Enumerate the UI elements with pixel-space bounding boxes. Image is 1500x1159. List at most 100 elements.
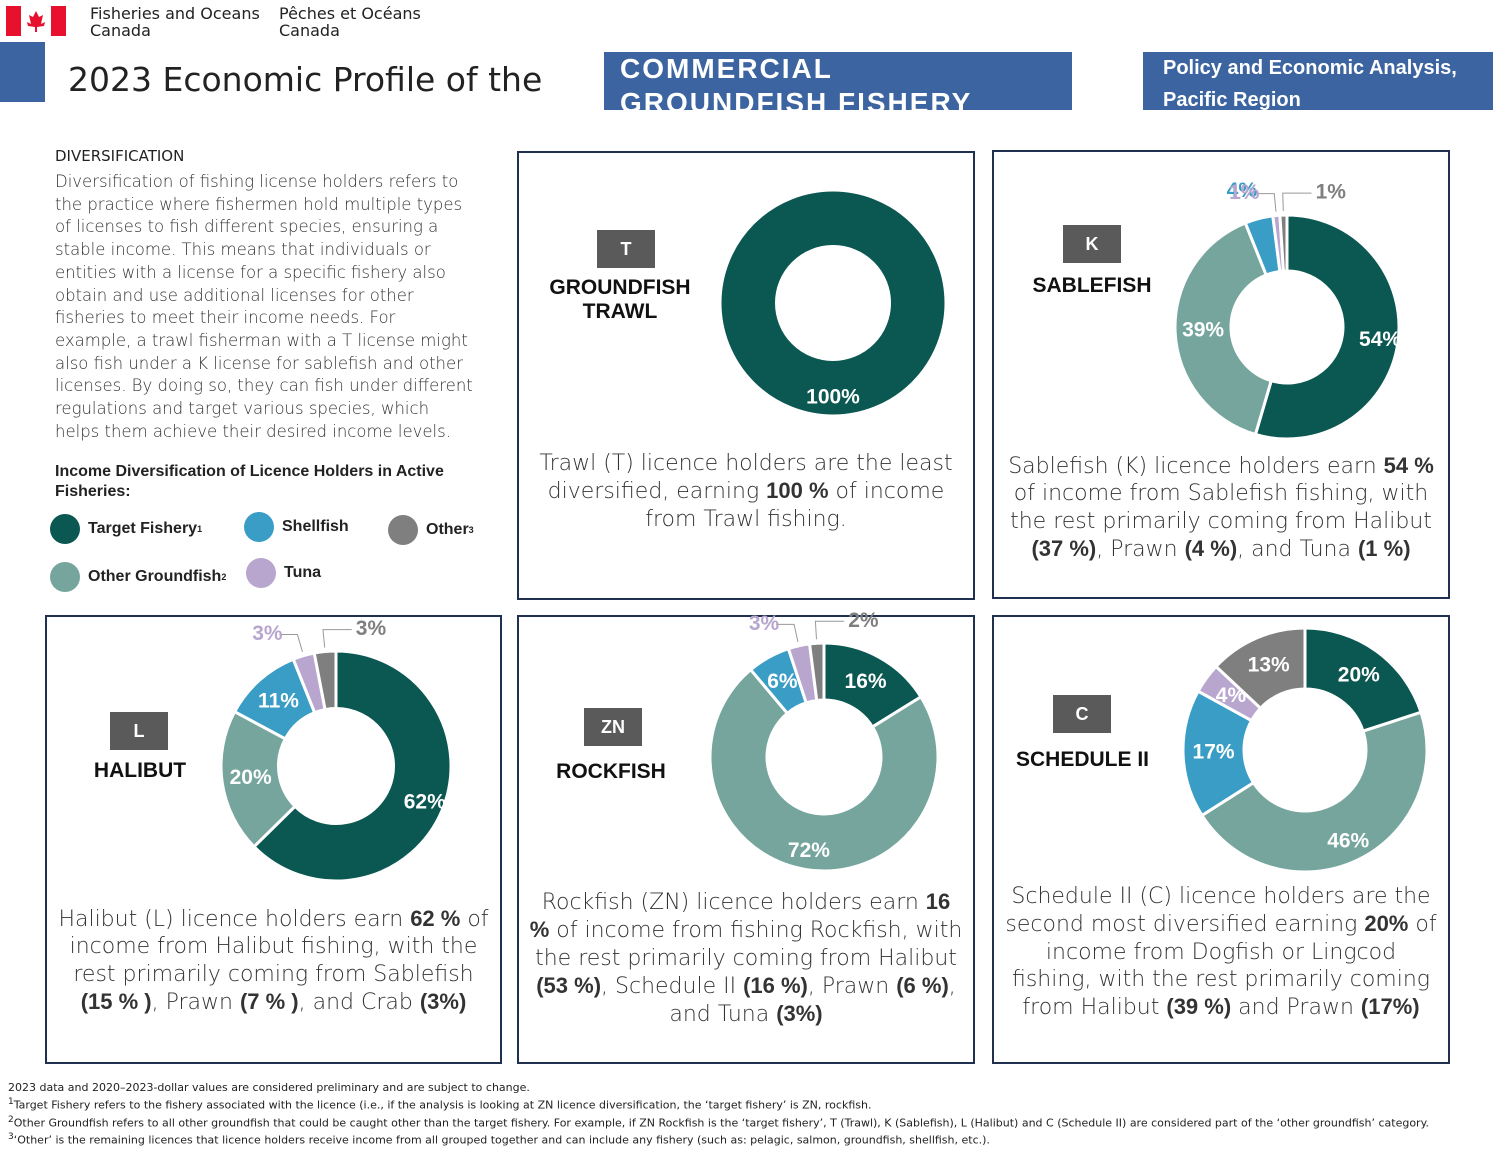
caption-part: , Schedule II bbox=[601, 973, 744, 999]
banner-text: COMMERCIAL GROUNDFISH FISHERY bbox=[620, 53, 973, 110]
caption-part: Sablefish (K) licence holders earn bbox=[1008, 454, 1384, 479]
footnote: 1Target Fishery refers to the fishery as… bbox=[8, 1095, 1488, 1113]
donut-slice bbox=[1173, 221, 1274, 437]
footnote: 2023 data and 2020–2023-dollar values ar… bbox=[8, 1080, 1488, 1095]
legend-swatch bbox=[244, 512, 274, 542]
value-label: 13% bbox=[1248, 654, 1290, 677]
caption-part: (1 %) bbox=[1357, 535, 1411, 561]
region-text: Policy and Economic Analysis, Pacific Re… bbox=[1163, 57, 1457, 110]
legend-item: Other 3 bbox=[388, 515, 474, 545]
footnote: 3‘Other’ is the remaining licences that … bbox=[8, 1130, 1488, 1148]
leader-line bbox=[776, 623, 799, 643]
dept-en: Fisheries and Oceans Canada bbox=[90, 5, 260, 39]
caption-part: (39 %) bbox=[1166, 994, 1232, 1020]
footnote-text: Other Groundfish refers to all other gro… bbox=[13, 1116, 1430, 1130]
value-label: 3% bbox=[749, 612, 780, 635]
legend-label: Other bbox=[426, 521, 469, 538]
leader-line bbox=[322, 629, 352, 648]
dept-fr: Pêches et Océans Canada bbox=[279, 5, 421, 39]
value-label: 11% bbox=[258, 689, 299, 712]
intro-heading: DIVERSIFICATION bbox=[55, 147, 185, 165]
value-label: 100% bbox=[806, 385, 860, 408]
donut-slice bbox=[1213, 626, 1307, 711]
value-label: 39% bbox=[1182, 319, 1224, 342]
legend-label: Other Groundfish bbox=[88, 568, 222, 585]
donut-slice bbox=[708, 667, 940, 873]
fishery-title: ROCKFISH bbox=[556, 760, 666, 783]
donut-slice bbox=[1278, 213, 1289, 273]
region-box: Policy and Economic Analysis, Pacific Re… bbox=[1143, 52, 1493, 110]
caption: Trawl (T) licence holders are the least … bbox=[529, 450, 963, 533]
leader-line bbox=[279, 634, 303, 652]
footnote-mark: 2 bbox=[8, 1114, 14, 1125]
caption-part: , Prawn bbox=[151, 989, 240, 1015]
caption-part: , and Crab bbox=[298, 989, 420, 1015]
donut-slice bbox=[312, 649, 338, 712]
value-label: 20% bbox=[1338, 664, 1380, 687]
legend-item: Tuna bbox=[246, 558, 321, 588]
value-label: 4% bbox=[1227, 179, 1258, 202]
panel: Trawl (T) licence holders are the least … bbox=[517, 151, 975, 600]
fishery-title: GROUNDFISH TRAWL bbox=[549, 276, 691, 323]
caption-part: (16 %) bbox=[743, 972, 808, 998]
leader-line bbox=[1256, 193, 1277, 212]
legend-swatch bbox=[246, 558, 276, 588]
blue-block bbox=[0, 42, 45, 102]
value-label: 2% bbox=[848, 609, 879, 632]
caption-part: (37 %) bbox=[1031, 535, 1097, 561]
caption-part: of income from fishing Rockfish, with th… bbox=[535, 918, 963, 971]
legend-label: Target Fishery bbox=[88, 520, 198, 537]
value-label: 6% bbox=[767, 670, 798, 693]
caption-part: (53 %) bbox=[536, 972, 602, 998]
fishery-code: T bbox=[597, 230, 655, 268]
caption-part: Halibut (L) licence holders earn bbox=[58, 907, 411, 932]
caption-part: Trawl (T) licence holders are the least … bbox=[539, 451, 953, 505]
legend-item: Target Fishery 1 bbox=[50, 514, 202, 544]
caption-part: 100 % bbox=[766, 478, 829, 504]
caption-part: (15 % ) bbox=[80, 988, 152, 1014]
value-label: 72% bbox=[788, 839, 830, 862]
fishery-title: HALIBUT bbox=[93, 759, 187, 782]
text: Fisheries and Oceans bbox=[90, 4, 260, 23]
text: Pêches et Océans bbox=[279, 4, 421, 23]
caption-part: of income from Halibut fishing, with the… bbox=[69, 907, 489, 987]
caption: Sablefish (K) licence holders earn 54 % … bbox=[1004, 452, 1438, 563]
text: Canada bbox=[90, 21, 151, 40]
caption-part: of income from Dogfish or Lingcod fishin… bbox=[1011, 912, 1437, 1021]
footnote-mark: 1 bbox=[8, 1097, 14, 1107]
page-title: 2023 Economic Profile of the bbox=[68, 60, 543, 99]
donut-slice bbox=[251, 649, 453, 883]
panel: Rockfish (ZN) licence holders earn 16 % … bbox=[517, 615, 975, 1064]
legend-swatch bbox=[50, 562, 80, 592]
caption-part: Rockfish (ZN) licence holders earn bbox=[541, 890, 926, 915]
caption-part: (6 %) bbox=[896, 972, 949, 998]
value-label: 20% bbox=[230, 766, 272, 789]
caption: Halibut (L) licence holders earn 62 % of… bbox=[57, 905, 490, 1016]
caption-part: , Prawn bbox=[807, 973, 897, 999]
donut-slice bbox=[1199, 710, 1429, 874]
donut-slice bbox=[1253, 213, 1401, 441]
caption-part: 20% bbox=[1364, 911, 1409, 937]
footnote-text: Target Fishery refers to the fishery ass… bbox=[13, 1098, 872, 1112]
caption-part: (4 %) bbox=[1184, 535, 1238, 561]
value-label: 54% bbox=[1359, 328, 1401, 351]
caption-part: , and Tuna bbox=[1237, 536, 1358, 562]
leader-line bbox=[1282, 192, 1312, 212]
footnote-text: 2023 data and 2020–2023-dollar values ar… bbox=[8, 1081, 530, 1094]
value-label: 16% bbox=[845, 670, 887, 693]
value-label: 3% bbox=[356, 617, 387, 640]
caption-part: 16 % bbox=[529, 889, 951, 943]
leader-line bbox=[814, 620, 845, 640]
footnote: 2Other Groundfish refers to all other gr… bbox=[8, 1113, 1488, 1131]
caption-part: (3%) bbox=[776, 1001, 823, 1027]
donut-slice bbox=[219, 709, 298, 849]
caption-part: and Prawn bbox=[1231, 995, 1361, 1021]
donut-slice bbox=[718, 188, 948, 418]
legend-title: Income Diversification of Licence Holder… bbox=[55, 463, 444, 500]
legend-item: Other Groundfish 2 bbox=[50, 562, 226, 592]
value-label: 1% bbox=[1229, 181, 1260, 204]
footnotes: 2023 data and 2020–2023-dollar values ar… bbox=[8, 1080, 1488, 1148]
legend-label: Shellfish bbox=[282, 518, 349, 535]
legend-note: 1 bbox=[197, 524, 203, 534]
